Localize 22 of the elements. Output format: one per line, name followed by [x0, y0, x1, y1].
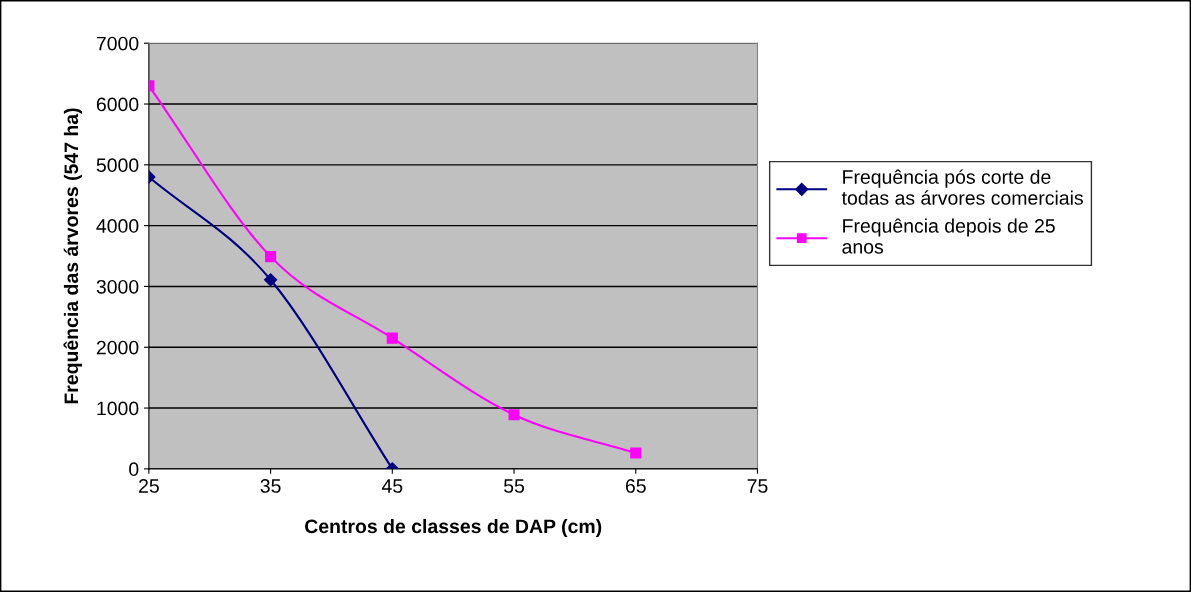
x-tick-label: 65	[625, 479, 646, 493]
y-tick-label: 2000	[96, 340, 139, 355]
point	[508, 409, 520, 421]
y-tick-label: 7000	[96, 36, 139, 51]
legend-label: Frequência depois de 25 anos	[842, 218, 1055, 254]
y-tick-label: 3000	[96, 279, 139, 294]
x-tick-label: 45	[381, 479, 403, 493]
x-tick-label: 75	[747, 479, 768, 493]
point	[265, 251, 277, 263]
x-axis-title: Centros de classes de DAP (cm)	[305, 518, 602, 538]
x-tick-label: 25	[139, 479, 159, 493]
y-tick-label: 1000	[97, 401, 139, 416]
legend-label: Frequência pós corte de todas as árvores comerciais	[841, 169, 1083, 205]
point	[630, 447, 642, 459]
point	[386, 332, 398, 344]
y-axis-title: Frequência das árvores (547 ha)	[63, 108, 83, 404]
x-tick-label: 35	[260, 479, 281, 493]
y-tick-label: 4000	[96, 219, 139, 233]
y-tick-label: 6000	[96, 97, 139, 112]
y-tick-label: 0	[129, 462, 139, 477]
x-tick-label: 55	[504, 479, 525, 493]
y-tick-label: 5000	[96, 158, 139, 173]
